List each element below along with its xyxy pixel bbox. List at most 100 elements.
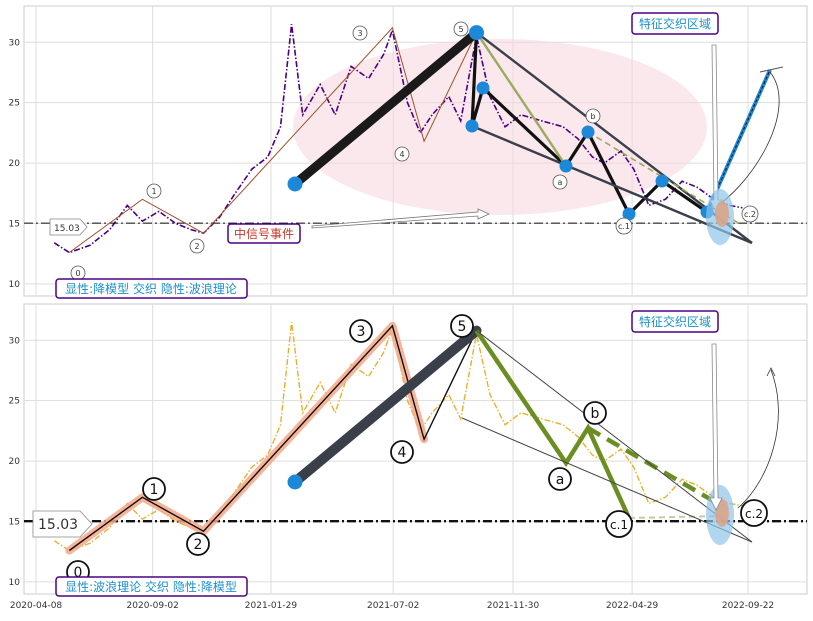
y-tick-label: 15	[9, 220, 20, 230]
y-tick-label: 25	[9, 397, 20, 407]
correction-path	[470, 32, 708, 217]
level-tag-text: 15.03	[38, 517, 78, 533]
wave-label-ring	[740, 499, 768, 527]
impulse-leg	[290, 325, 482, 487]
curved-arrow-head	[766, 367, 776, 377]
model-box	[55, 576, 248, 597]
x-tick-label: 2022-09-22	[722, 601, 774, 611]
zone-label: 特征交织区域	[639, 16, 711, 31]
feature-ellipse	[293, 39, 707, 215]
wave-label-ring	[390, 440, 414, 464]
wave-label: 4	[399, 150, 404, 159]
wave-node	[476, 81, 490, 95]
zone-box	[631, 12, 719, 35]
wave-node	[581, 125, 595, 139]
wave-node	[655, 174, 669, 188]
level-tag-text: 15.03	[54, 224, 80, 234]
wave-label: b	[590, 112, 595, 121]
c-projection	[628, 515, 723, 519]
wave-label: a	[558, 178, 563, 187]
wave-label-ring	[548, 467, 572, 491]
wave-label: c.2	[744, 210, 756, 219]
zone-label: 特征交织区域	[639, 314, 711, 329]
wave-label-ring	[186, 532, 210, 556]
y-tick-label: 20	[9, 159, 21, 169]
x-tick-label: 2022-04-29	[606, 601, 659, 611]
wave-label: 3	[357, 324, 366, 340]
x-tick-label: 2020-04-08	[10, 601, 63, 611]
projection-cap	[759, 66, 784, 73]
wave-label-ring	[453, 21, 469, 37]
olive-leg	[475, 31, 567, 167]
wave-label-ring	[394, 146, 410, 162]
y-tick-label: 10	[9, 280, 21, 290]
wave-label-ring	[583, 401, 607, 425]
wave-label-ring	[585, 108, 601, 124]
correction-path	[474, 329, 632, 519]
wave-label: c.1	[618, 222, 630, 231]
x-tick-label: 2021-11-30	[487, 601, 540, 611]
wave-label: 0	[75, 269, 80, 278]
zone-box	[631, 310, 719, 333]
x-axis: 2020-04-08 2020-09-02 2021-01-29 2021-07-02…	[10, 601, 774, 611]
wave-path	[68, 324, 478, 552]
wave-label: 2	[194, 242, 199, 251]
wave-label: 1	[151, 187, 156, 196]
wave-label-ring	[142, 477, 166, 501]
wave-node	[622, 207, 636, 221]
wave-label: 4	[398, 445, 407, 461]
y-tick-label: 30	[9, 336, 21, 346]
wave-label-ring	[352, 25, 368, 41]
wave-label-ring	[349, 319, 373, 343]
model-label: 显性:降模型 交织 隐性:波浪理论	[65, 281, 237, 296]
wave-label: 0	[74, 565, 83, 581]
price-line	[53, 24, 743, 254]
wave-label-ring	[450, 314, 474, 338]
zone-core	[715, 201, 729, 227]
wave-node	[559, 159, 573, 173]
wave-label-ring	[189, 238, 205, 254]
wave-label: 5	[458, 319, 467, 335]
level-tag	[32, 510, 93, 538]
channel-line-lower	[461, 417, 753, 543]
y-tick-label: 15	[9, 518, 20, 528]
impulse-leg	[290, 28, 482, 189]
channel-line-upper	[476, 330, 753, 543]
plot-frame	[23, 303, 808, 595]
channel-line-lower	[471, 124, 753, 245]
bottom-panel: 10 15 20 25 30 0 1 2 3 4 5 a b c.1 c.2 15.03 特征交织区域显性:波浪…	[9, 303, 808, 597]
wave-path	[69, 26, 477, 253]
wave-label: 3	[357, 29, 362, 38]
top-panel: 10 15 20 25 30 0 1 2 3 4 5 a b c.1 c.2 15.03 中信号事件 特征交织区域…	[9, 5, 808, 299]
x-tick-label: 2021-01-29	[245, 601, 298, 611]
model-box	[55, 278, 248, 299]
event-box	[227, 223, 301, 244]
wave-label-ring	[741, 205, 759, 223]
wave-label-ring	[146, 183, 162, 199]
model-label: 显性:波浪理论 交织 隐性:降模型	[65, 579, 237, 594]
wave-node	[287, 176, 303, 192]
y-tick-label: 10	[9, 578, 21, 588]
wave-label: c.2	[745, 507, 763, 521]
zone-core	[715, 499, 729, 527]
wave-label: 5	[458, 25, 463, 34]
wave-node	[287, 474, 303, 490]
wave-label: c.1	[610, 518, 628, 532]
wave-label-ring	[605, 510, 633, 538]
wave-label: b	[591, 406, 600, 422]
curved-arrow	[737, 369, 779, 509]
x-tick-label: 2020-09-02	[127, 601, 179, 611]
event-label: 中信号事件	[234, 226, 294, 241]
y-tick-label: 20	[9, 457, 21, 467]
wave-node	[469, 25, 485, 41]
wave-node	[465, 119, 479, 133]
y-tick-label: 30	[9, 38, 21, 48]
zone-arrow	[709, 343, 723, 511]
wave-label-ring	[552, 174, 568, 190]
wave-label: 2	[194, 537, 203, 553]
signal-arrow	[311, 208, 490, 229]
wave-label: a	[556, 472, 565, 488]
level-tag	[49, 218, 88, 236]
